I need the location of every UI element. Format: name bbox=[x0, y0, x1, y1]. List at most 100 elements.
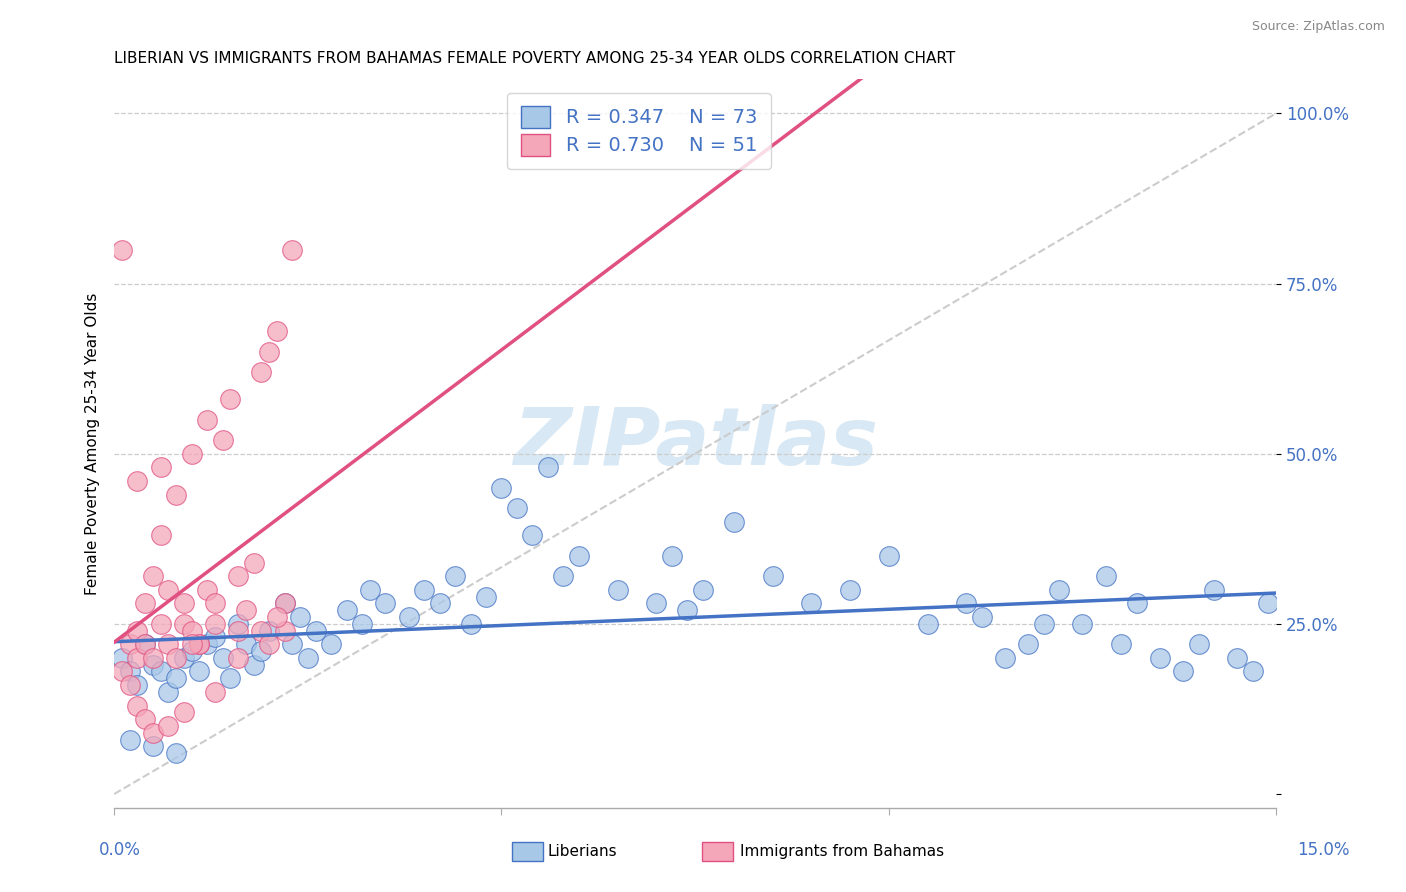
Point bbox=[134, 712, 156, 726]
Point bbox=[257, 344, 280, 359]
Point bbox=[692, 582, 714, 597]
Point bbox=[142, 657, 165, 672]
Point bbox=[142, 569, 165, 583]
Point bbox=[288, 610, 311, 624]
Point bbox=[118, 678, 141, 692]
Point bbox=[226, 616, 249, 631]
Point bbox=[1071, 616, 1094, 631]
Point bbox=[211, 651, 233, 665]
Point bbox=[877, 549, 900, 563]
Point bbox=[1047, 582, 1070, 597]
Point bbox=[553, 569, 575, 583]
Text: Immigrants from Bahamas: Immigrants from Bahamas bbox=[740, 844, 945, 859]
Point bbox=[429, 596, 451, 610]
Point bbox=[800, 596, 823, 610]
Y-axis label: Female Poverty Among 25-34 Year Olds: Female Poverty Among 25-34 Year Olds bbox=[86, 293, 100, 595]
Point bbox=[319, 637, 342, 651]
Point bbox=[226, 651, 249, 665]
Point bbox=[606, 582, 628, 597]
Point bbox=[645, 596, 668, 610]
Point bbox=[180, 447, 202, 461]
Point bbox=[188, 665, 211, 679]
Point bbox=[211, 433, 233, 447]
Legend: R = 0.347    N = 73, R = 0.730    N = 51: R = 0.347 N = 73, R = 0.730 N = 51 bbox=[508, 93, 770, 169]
Point bbox=[134, 637, 156, 651]
Point bbox=[955, 596, 977, 610]
Point bbox=[537, 460, 560, 475]
Point bbox=[1257, 596, 1279, 610]
Point bbox=[250, 624, 273, 638]
Text: LIBERIAN VS IMMIGRANTS FROM BAHAMAS FEMALE POVERTY AMONG 25-34 YEAR OLDS CORRELA: LIBERIAN VS IMMIGRANTS FROM BAHAMAS FEMA… bbox=[114, 51, 956, 66]
Point bbox=[491, 481, 513, 495]
Point bbox=[180, 624, 202, 638]
Text: ZIPatlas: ZIPatlas bbox=[513, 404, 877, 483]
Point bbox=[149, 665, 172, 679]
Point bbox=[149, 616, 172, 631]
Point bbox=[676, 603, 699, 617]
Point bbox=[297, 651, 319, 665]
Point bbox=[134, 637, 156, 651]
Point bbox=[111, 665, 134, 679]
Point bbox=[226, 569, 249, 583]
Point bbox=[142, 725, 165, 739]
Point bbox=[127, 624, 149, 638]
Point bbox=[273, 596, 295, 610]
Point bbox=[242, 556, 264, 570]
Point bbox=[165, 487, 187, 501]
Point bbox=[127, 474, 149, 488]
Point bbox=[165, 746, 187, 760]
Point bbox=[1188, 637, 1211, 651]
Point bbox=[219, 671, 242, 685]
Text: Source: ZipAtlas.com: Source: ZipAtlas.com bbox=[1251, 20, 1385, 33]
Point bbox=[195, 637, 218, 651]
Point bbox=[475, 590, 498, 604]
Point bbox=[1125, 596, 1147, 610]
Point bbox=[1171, 665, 1194, 679]
Point bbox=[335, 603, 357, 617]
Point bbox=[1204, 582, 1226, 597]
Point bbox=[460, 616, 482, 631]
Point bbox=[506, 501, 529, 516]
Point bbox=[188, 637, 211, 651]
Point bbox=[142, 739, 165, 754]
Point bbox=[273, 624, 295, 638]
Point bbox=[204, 685, 226, 699]
Point bbox=[204, 616, 226, 631]
Point bbox=[762, 569, 785, 583]
Point bbox=[839, 582, 862, 597]
Point bbox=[242, 657, 264, 672]
Point bbox=[994, 651, 1017, 665]
Point bbox=[266, 324, 288, 338]
Text: 0.0%: 0.0% bbox=[98, 841, 141, 859]
Point bbox=[157, 685, 180, 699]
Point bbox=[173, 596, 195, 610]
Text: Liberians: Liberians bbox=[547, 844, 617, 859]
Point bbox=[173, 651, 195, 665]
Point bbox=[180, 637, 202, 651]
Point bbox=[1032, 616, 1054, 631]
Point bbox=[204, 631, 226, 645]
Point bbox=[359, 582, 381, 597]
Point bbox=[398, 610, 420, 624]
Point bbox=[413, 582, 436, 597]
Point bbox=[250, 644, 273, 658]
Point bbox=[195, 412, 218, 426]
Point bbox=[157, 637, 180, 651]
Point bbox=[188, 637, 211, 651]
Point bbox=[157, 719, 180, 733]
Point bbox=[522, 528, 544, 542]
Point bbox=[235, 637, 257, 651]
Point bbox=[568, 549, 591, 563]
Point bbox=[180, 644, 202, 658]
Point bbox=[1149, 651, 1171, 665]
Point bbox=[204, 596, 226, 610]
Point bbox=[149, 528, 172, 542]
Point bbox=[257, 637, 280, 651]
Point bbox=[127, 698, 149, 713]
Point bbox=[111, 651, 134, 665]
Point bbox=[723, 515, 745, 529]
Point bbox=[149, 460, 172, 475]
Point bbox=[374, 596, 396, 610]
Point bbox=[257, 624, 280, 638]
Point bbox=[1241, 665, 1264, 679]
